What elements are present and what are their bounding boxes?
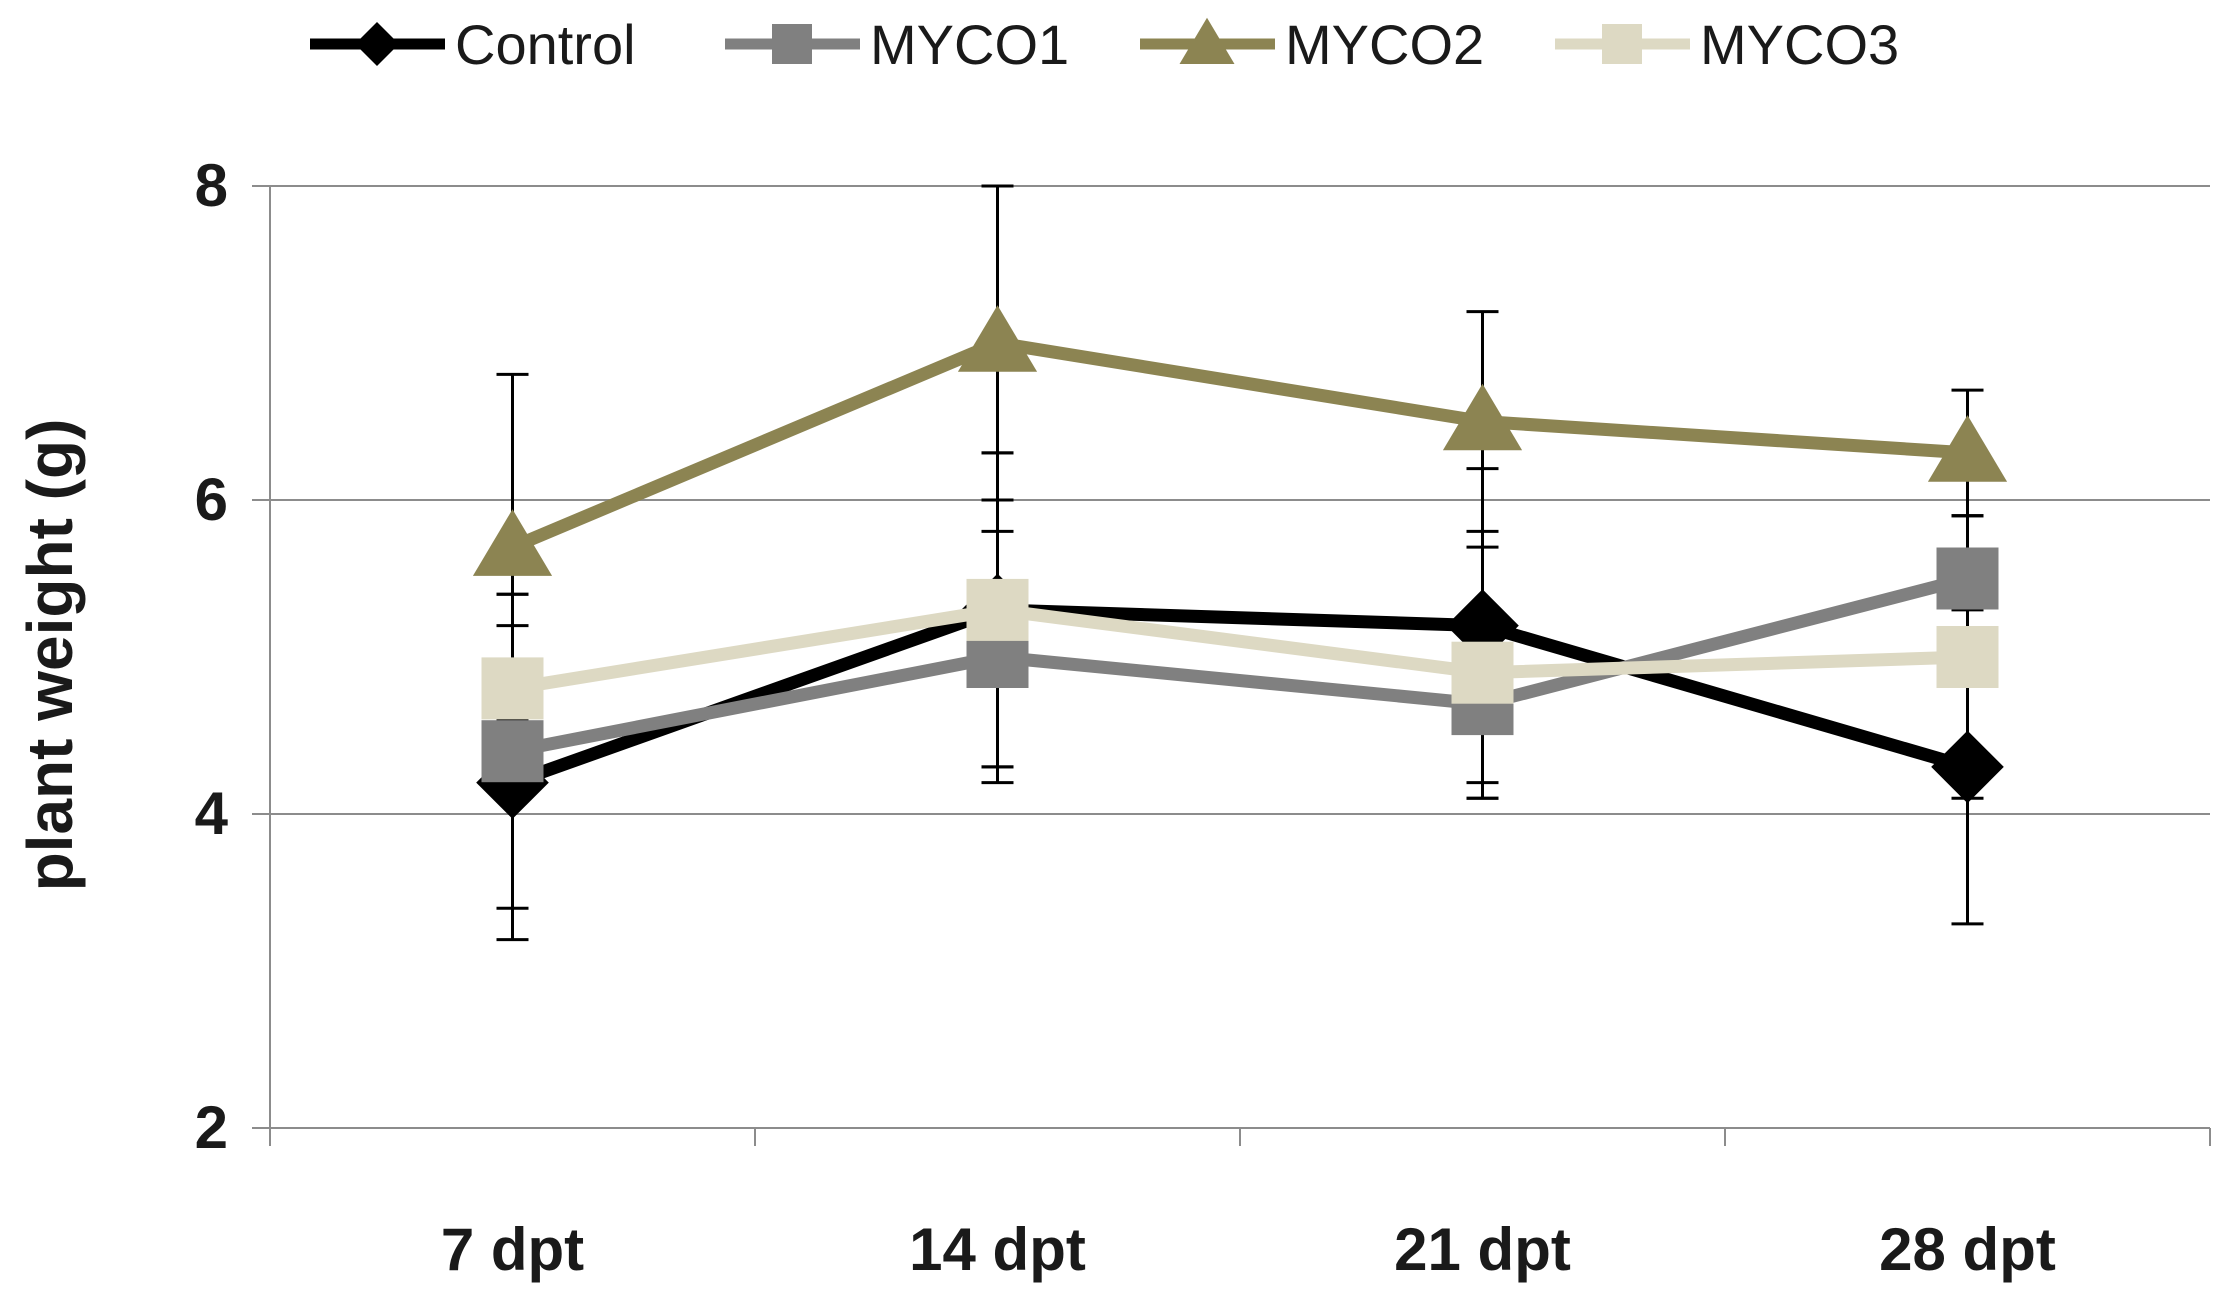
y-axis-title: plant weight (g) (14, 419, 86, 892)
gridlines (270, 185, 2210, 815)
x-tick-label: 7 dpt (441, 1216, 584, 1283)
data-point-myco2 (1442, 383, 1523, 451)
legend-label-myco1: MYCO1 (870, 13, 1069, 76)
legend-marker-myco2 (1179, 17, 1235, 64)
data-point-myco2 (472, 509, 553, 576)
legend-item-myco2: MYCO2 (1140, 13, 1484, 76)
legend-item-myco1: MYCO1 (725, 13, 1069, 76)
x-tick-label: 28 dpt (1879, 1216, 2056, 1283)
data-point-myco3 (1451, 641, 1514, 704)
y-tick-label: 6 (195, 466, 228, 533)
y-tick-label: 2 (195, 1094, 228, 1161)
x-tick-label: 14 dpt (909, 1216, 1086, 1283)
series-line-myco2 (509, 336, 1968, 554)
data-point-myco1 (481, 720, 544, 783)
data-point-myco2 (1927, 415, 2008, 482)
data-point-myco3 (1936, 626, 1999, 688)
legend-item-control: Control (310, 13, 636, 76)
series-layer (472, 184, 2008, 942)
legend-item-myco3: MYCO3 (1555, 13, 1899, 76)
y-tick-label: 4 (195, 780, 229, 847)
data-point-myco1 (1936, 547, 1999, 610)
legend-label-myco3: MYCO3 (1700, 13, 1899, 76)
legend-label-myco2: MYCO2 (1285, 13, 1484, 76)
data-point-myco3 (481, 657, 544, 720)
y-tick-label: 8 (195, 152, 228, 219)
tick-labels: 2 4 6 8 7 dpt 14 dpt 21 dpt 28 dpt (195, 152, 2056, 1283)
series-line-control (510, 603, 1970, 789)
series-line-myco3 (511, 603, 1968, 695)
legend-marker-myco1 (772, 24, 812, 64)
legend: Control MYCO1 MYCO2 MYCO3 (310, 13, 1899, 76)
legend-marker-control (355, 22, 399, 66)
legend-marker-myco3 (1602, 24, 1642, 64)
data-point-myco3 (966, 578, 1029, 641)
x-tick-label: 21 dpt (1394, 1216, 1571, 1283)
data-point-control (1931, 730, 2004, 804)
series-line-myco1 (511, 572, 1970, 758)
legend-label-control: Control (455, 13, 636, 76)
axes (252, 185, 2211, 1146)
data-point-myco2 (957, 305, 1038, 372)
